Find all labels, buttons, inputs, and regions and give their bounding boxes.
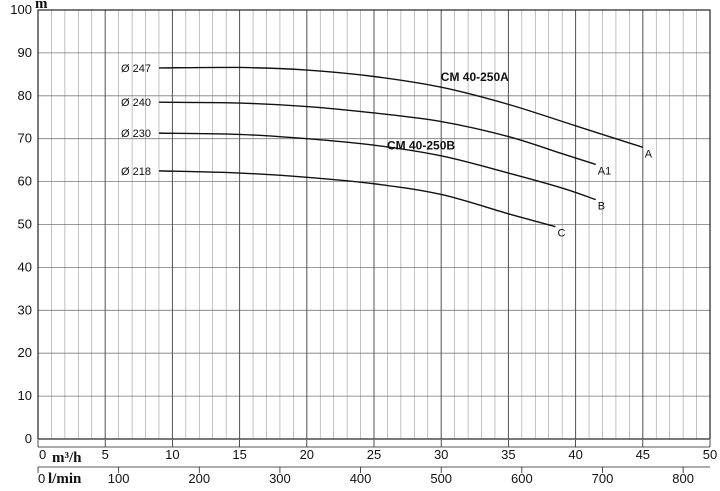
x-tick-label-m3h: 15	[232, 447, 246, 462]
x-tick-label-lmin: 700	[592, 471, 614, 486]
x-tick-label-lmin: 400	[350, 471, 372, 486]
end-label-c: C	[557, 228, 565, 240]
x-tick-label-lmin: 800	[672, 471, 694, 486]
x-tick-label-m3h: 10	[165, 447, 179, 462]
x-tick-label-lmin: 100	[108, 471, 130, 486]
x-tick-label-m3h: 35	[501, 447, 515, 462]
x-tick-label-m3h: 5	[102, 447, 109, 462]
y-tick-label: 70	[18, 131, 32, 146]
y-tick-label: 0	[25, 431, 32, 446]
x-tick-label-m3h: 0	[39, 447, 46, 462]
diameter-label-c: Ø 218	[121, 166, 151, 178]
y-tick-label: 40	[18, 259, 32, 274]
x-tick-label-m3h: 30	[434, 447, 448, 462]
major-grid	[37, 9, 711, 440]
curve-a	[158, 66, 644, 148]
model-label-b: CM 40-250B	[387, 138, 455, 152]
x-tick-label-m3h: 40	[568, 447, 582, 462]
x-axis-m3h-unit-label: m³/h	[52, 450, 82, 466]
diameter-label-a: Ø 247	[121, 63, 151, 75]
curve-c	[158, 170, 556, 228]
x-tick-label-m3h: 20	[300, 447, 314, 462]
x-tick-label-m3h: 25	[367, 447, 381, 462]
diameter-label-a1: Ø 240	[121, 97, 151, 109]
y-tick-label: 30	[18, 302, 32, 317]
x-tick-label-m3h: 45	[636, 447, 650, 462]
y-tick-label: 50	[18, 217, 32, 232]
x-tick-label-lmin: 0	[38, 471, 45, 486]
x-axis-lmin-tick-labels: 0 100 200 300 400 500 600 700 800	[37, 466, 710, 486]
pump-curves	[158, 66, 644, 228]
end-label-a1: A1	[598, 165, 611, 177]
curve-b	[158, 132, 596, 201]
x-tick-label-lmin: 200	[188, 471, 210, 486]
y-axis-tick-labels: 0 10 20 30 40 50 60 70 80 90 100	[10, 2, 32, 446]
y-tick-label: 20	[18, 345, 32, 360]
x-tick-label-m3h: 50	[703, 447, 717, 462]
x-tick-label-lmin: 600	[511, 471, 533, 486]
y-tick-label: 10	[18, 388, 32, 403]
curve-a1	[158, 101, 596, 166]
x-tick-label-lmin: 500	[430, 471, 452, 486]
y-tick-label: 90	[18, 45, 32, 60]
x-axis-m3h-tick-labels: 0 5 10 15 20 25 30 35 40 45 50	[37, 440, 717, 462]
end-label-b: B	[598, 201, 605, 213]
y-tick-label: 80	[18, 88, 32, 103]
x-axis-lmin-unit-label: l/min	[48, 471, 82, 487]
x-tick-label-lmin: 300	[269, 471, 291, 486]
y-axis-unit-label: m	[35, 0, 48, 12]
y-tick-label: 60	[18, 174, 32, 189]
diameter-label-b: Ø 230	[121, 128, 151, 140]
end-label-a: A	[645, 148, 653, 160]
plot-frame	[37, 9, 711, 440]
model-label-a: CM 40-250A	[441, 70, 509, 84]
curve-labels: Ø 247 A Ø 240 A1 Ø 230 B Ø 218 C CM 40-250A CM 40…	[121, 63, 653, 240]
y-tick-label: 100	[10, 2, 32, 17]
